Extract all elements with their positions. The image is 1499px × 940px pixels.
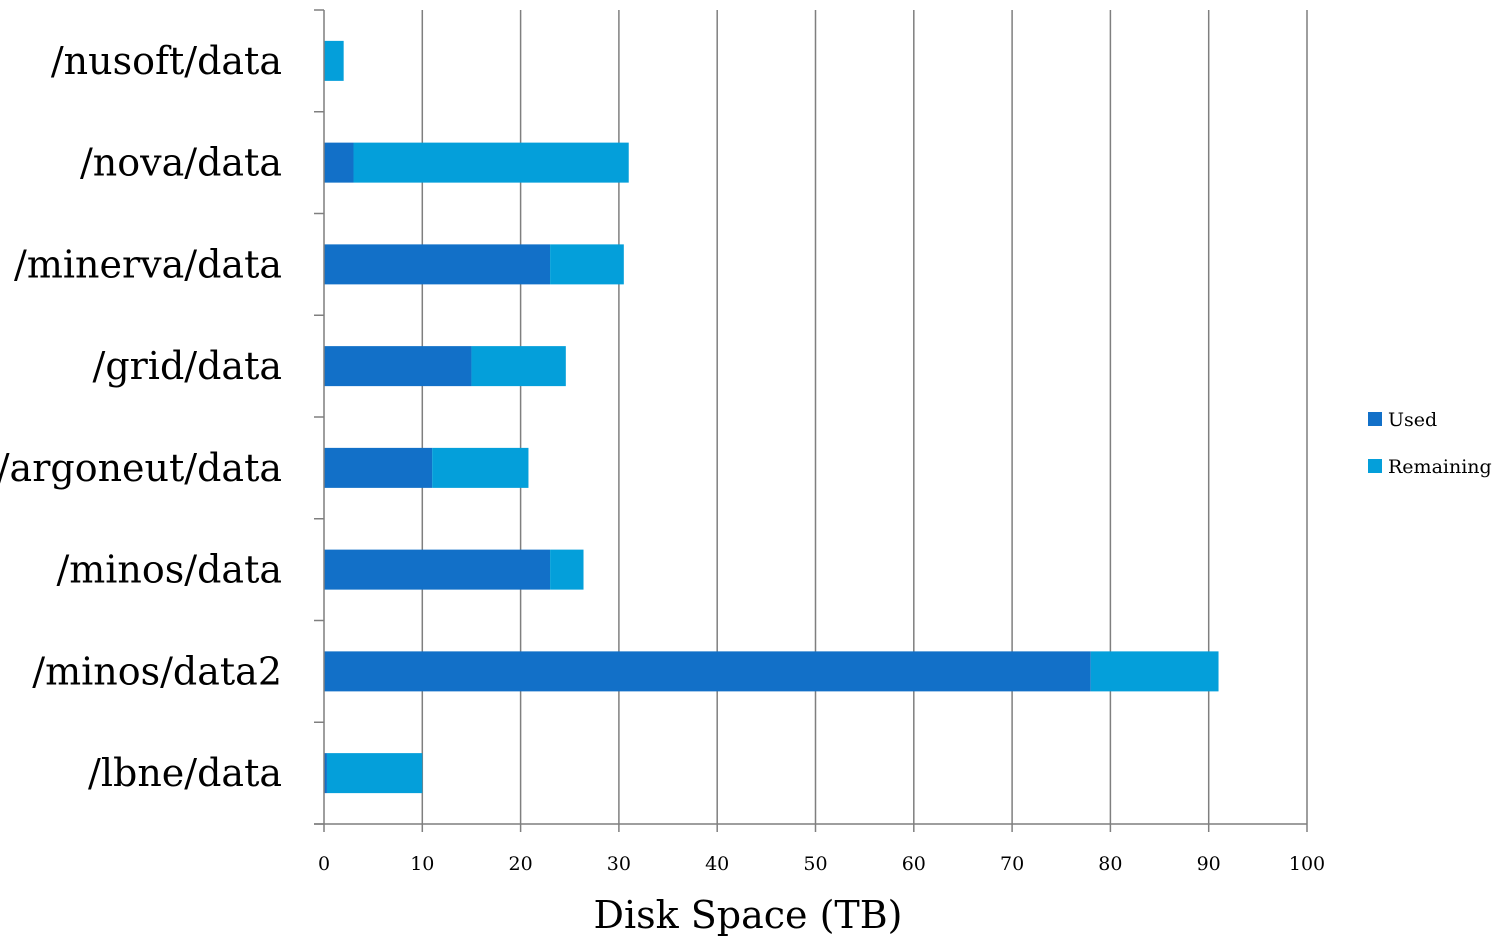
axes bbox=[314, 9, 1308, 832]
bar-used-4 bbox=[324, 447, 433, 488]
legend-label-used: Used bbox=[1388, 409, 1437, 431]
bars bbox=[324, 40, 1219, 794]
x-tick-label: 0 bbox=[318, 853, 330, 875]
bar-remaining-3 bbox=[471, 346, 566, 387]
bar-remaining-1 bbox=[353, 142, 629, 183]
bar-used-5 bbox=[324, 549, 551, 590]
category-label: /grid/data bbox=[93, 344, 282, 388]
x-axis-title: Disk Space (TB) bbox=[593, 893, 902, 937]
category-label: /nusoft/data bbox=[51, 39, 282, 83]
bar-remaining-2 bbox=[550, 244, 624, 285]
legend-swatch-used bbox=[1368, 412, 1382, 426]
legend-label-remaining: Remaining bbox=[1388, 456, 1492, 478]
category-label: /lbne/data bbox=[88, 751, 282, 795]
bar-used-3 bbox=[324, 346, 472, 387]
bar-used-6 bbox=[324, 651, 1091, 692]
x-tick-label: 40 bbox=[705, 853, 729, 875]
category-label: /minerva/data bbox=[14, 242, 282, 286]
x-tick-label: 10 bbox=[410, 853, 434, 875]
bar-remaining-7 bbox=[326, 753, 423, 794]
category-label: /minos/data bbox=[56, 548, 282, 592]
bar-used-1 bbox=[324, 142, 354, 183]
legend: Used Remaining bbox=[1368, 409, 1492, 478]
x-tick-label: 30 bbox=[607, 853, 631, 875]
x-tick-label: 60 bbox=[902, 853, 926, 875]
x-tick-label: 100 bbox=[1289, 853, 1325, 875]
category-label: /argoneut/data bbox=[0, 446, 282, 490]
bar-remaining-6 bbox=[1090, 651, 1219, 692]
gridlines bbox=[421, 10, 1308, 824]
legend-swatch-remaining bbox=[1368, 459, 1382, 473]
bar-remaining-4 bbox=[432, 447, 529, 488]
x-tick-label: 50 bbox=[803, 853, 827, 875]
x-tick-label: 90 bbox=[1197, 853, 1221, 875]
x-tick-label: 70 bbox=[1000, 853, 1024, 875]
bar-remaining-0 bbox=[324, 40, 344, 81]
category-labels: /nusoft/data/nova/data/minerva/data/grid… bbox=[0, 39, 282, 795]
category-label: /nova/data bbox=[80, 141, 282, 185]
tick-labels: 0 10 20 30 40 50 60 70 80 90 100 bbox=[318, 853, 1325, 875]
bar-used-7 bbox=[324, 753, 327, 794]
x-tick-label: 80 bbox=[1098, 853, 1122, 875]
x-tick-label: 20 bbox=[509, 853, 533, 875]
bar-remaining-5 bbox=[550, 549, 584, 590]
bar-used-2 bbox=[324, 244, 551, 285]
category-label: /minos/data2 bbox=[32, 649, 282, 693]
